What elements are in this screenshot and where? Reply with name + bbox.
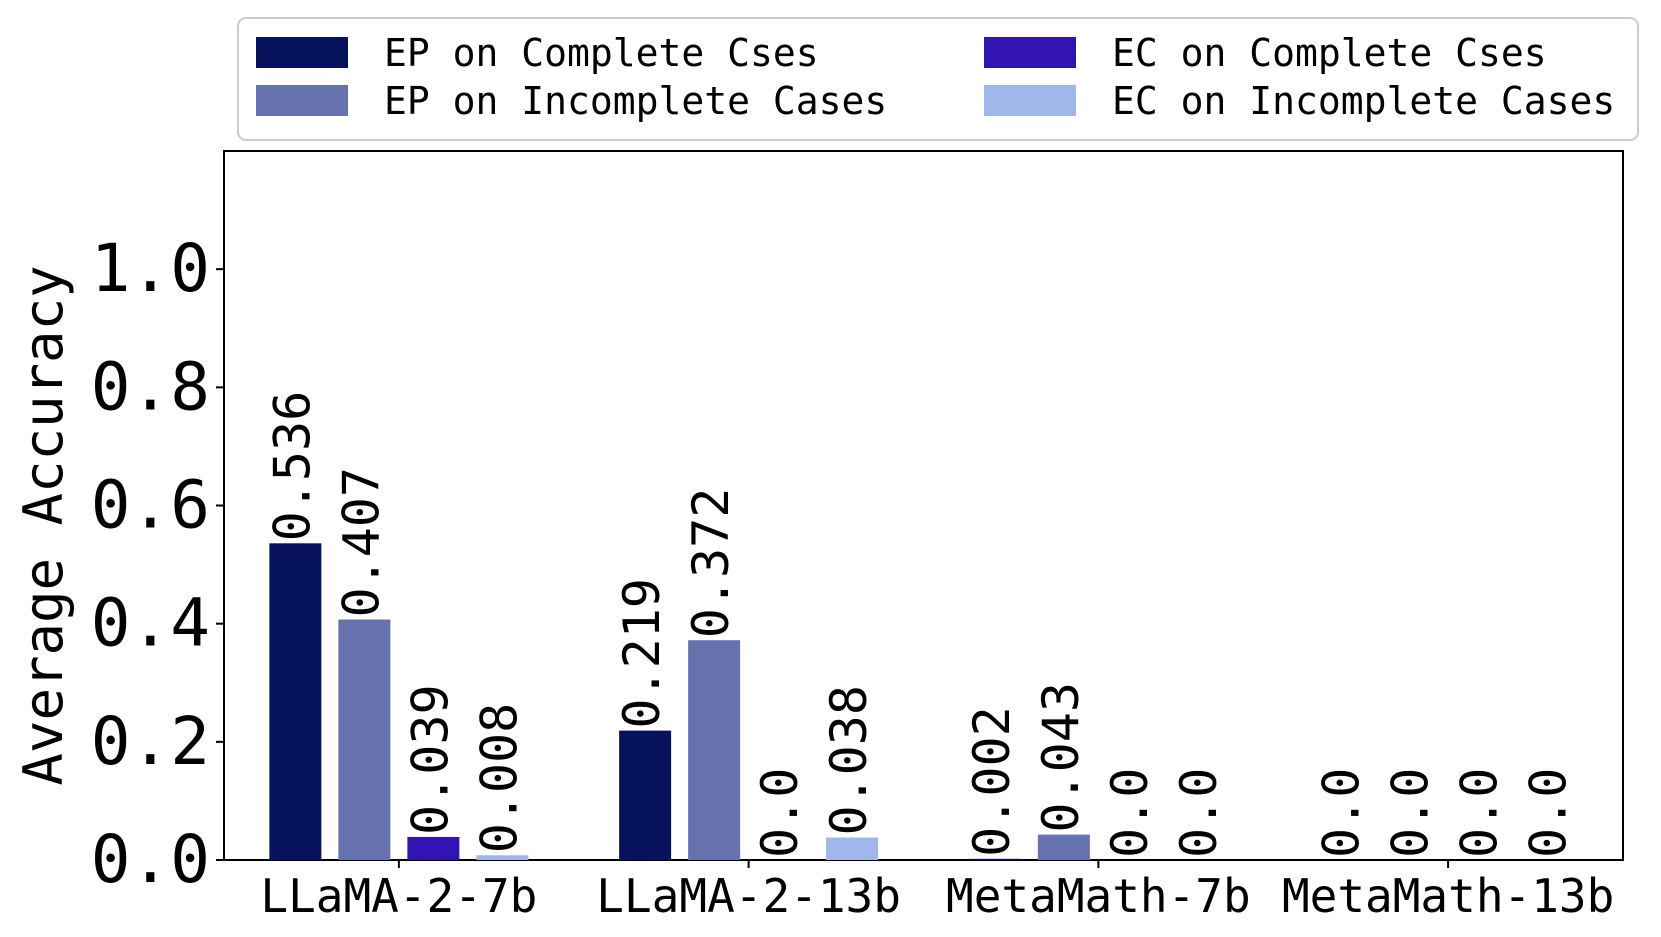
bar-value-label: 0.407 [332,467,390,618]
bar-value-label: 0.0 [1451,768,1509,858]
x-tick-label-llama-2-7b: LLaMA-2-7b [260,869,537,923]
bar-value-label: 0.0 [1382,768,1440,858]
legend-item-ep-on-complete-cses: EP on Complete Cses [256,31,819,75]
bar-value-label: 0.002 [963,706,1021,857]
legend-swatch [984,37,1076,68]
bar-value-label: 0.0 [1313,768,1371,858]
bar-value-label: 0.0 [751,768,809,858]
bar-value-label: 0.039 [401,684,459,835]
legend-swatch [256,37,348,68]
legend-label: EP on Complete Cses [384,31,819,75]
y-tick-label: 0.4 [91,585,210,662]
bar-value-label: 0.043 [1032,682,1090,833]
bar-value-label: 0.0 [1101,768,1159,858]
legend-label: EC on Incomplete Cases [1112,79,1615,123]
bar-value-label: 0.038 [820,685,878,836]
bar-ec-on-incomplete-cases-llama-2-13b [826,837,879,860]
x-tick-label-metamath-7b: MetaMath-7b [946,869,1251,923]
y-axis: 0.0 0.2 0.4 0.6 0.8 1.0 [91,230,224,898]
y-tick-label: 0.2 [91,703,210,780]
bars [269,543,1090,860]
legend-item-ep-on-incomplete-cases: EP on Incomplete Cases [256,79,887,123]
y-tick-label: 1.0 [91,230,210,307]
bar-value-label: 0.219 [613,578,671,729]
y-axis-label: Average Accuracy [12,265,75,785]
bar-ep-on-incomplete-cases-llama-2-7b [338,619,391,860]
bar-value-label: 0.372 [682,488,740,639]
bar-ep-on-incomplete-cases-llama-2-13b [688,640,741,860]
bar-ep-on-complete-cses-llama-2-7b [269,543,322,860]
legend-item-ec-on-incomplete-cases: EC on Incomplete Cases [984,79,1615,123]
bar-value-label: 0.0 [1170,768,1228,858]
bar-value-label: 0.0 [1520,768,1578,858]
y-tick-label: 0.0 [91,821,210,898]
legend-box [237,17,1639,141]
bar-ec-on-complete-cses-llama-2-7b [407,836,460,860]
x-tick-label-llama-2-13b: LLaMA-2-13b [596,869,901,923]
bar-ep-on-complete-cses-metamath-7b [968,858,1021,860]
bar-ep-on-complete-cses-llama-2-13b [619,730,672,860]
bar-value-label: 0.536 [263,391,321,542]
x-axis: LLaMA-2-7b LLaMA-2-13b MetaMath-7b MetaMath… [260,860,1614,923]
bar-value-label: 0.008 [470,703,528,854]
bar-ep-on-incomplete-cases-metamath-7b [1037,834,1090,860]
y-tick-label: 0.6 [91,467,210,544]
legend-swatch [256,85,348,116]
legend-label: EP on Incomplete Cases [384,79,887,123]
legend-swatch [984,85,1076,116]
bar-ec-on-incomplete-cases-llama-2-7b [476,855,529,860]
legend-label: EC on Complete Cses [1112,31,1547,75]
y-tick-label: 0.8 [91,348,210,425]
legend-item-ec-on-complete-cses: EC on Complete Cses [984,31,1547,75]
x-tick-label-metamath-13b: MetaMath-13b [1282,869,1614,923]
